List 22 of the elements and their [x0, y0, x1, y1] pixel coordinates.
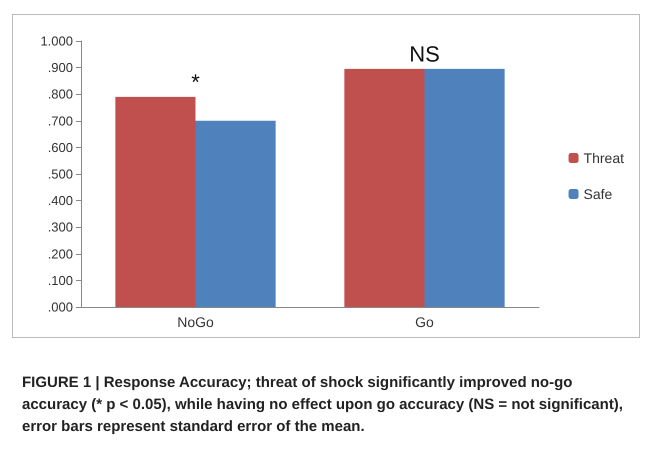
x-tick-label: NoGo	[177, 314, 214, 330]
legend-label: Threat	[584, 150, 624, 166]
bar	[196, 120, 276, 307]
y-tick-label: 1.000	[40, 34, 73, 48]
y-tick-label: .600	[48, 140, 73, 155]
y-tick-label: .500	[48, 166, 73, 182]
x-tick-label: Go	[415, 314, 434, 330]
y-tick-label: .200	[48, 246, 73, 262]
annotation: *	[191, 69, 200, 94]
legend-label: Safe	[584, 186, 613, 202]
bar	[115, 96, 196, 307]
y-tick-label: .000	[48, 300, 73, 314]
y-tick-label: .900	[48, 60, 73, 76]
y-tick-label: .300	[48, 220, 73, 235]
y-tick-label: .100	[48, 272, 73, 288]
caption: FIGURE 1 | Response Accuracy; threat of shock significantly improved no-go accuracy (* p < 0.05), while having no effect upon go accuracy (NS = not significant), error bars represent standard error of the mean.	[22, 373, 624, 437]
bar	[344, 68, 424, 307]
y-tick-label: .400	[48, 193, 73, 208]
bar	[424, 68, 505, 307]
y-tick-label: .700	[48, 113, 73, 128]
annotation: NS	[409, 41, 440, 66]
y-tick-label: .800	[48, 86, 73, 102]
